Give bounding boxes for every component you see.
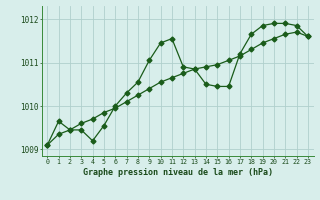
X-axis label: Graphe pression niveau de la mer (hPa): Graphe pression niveau de la mer (hPa) <box>83 168 273 177</box>
